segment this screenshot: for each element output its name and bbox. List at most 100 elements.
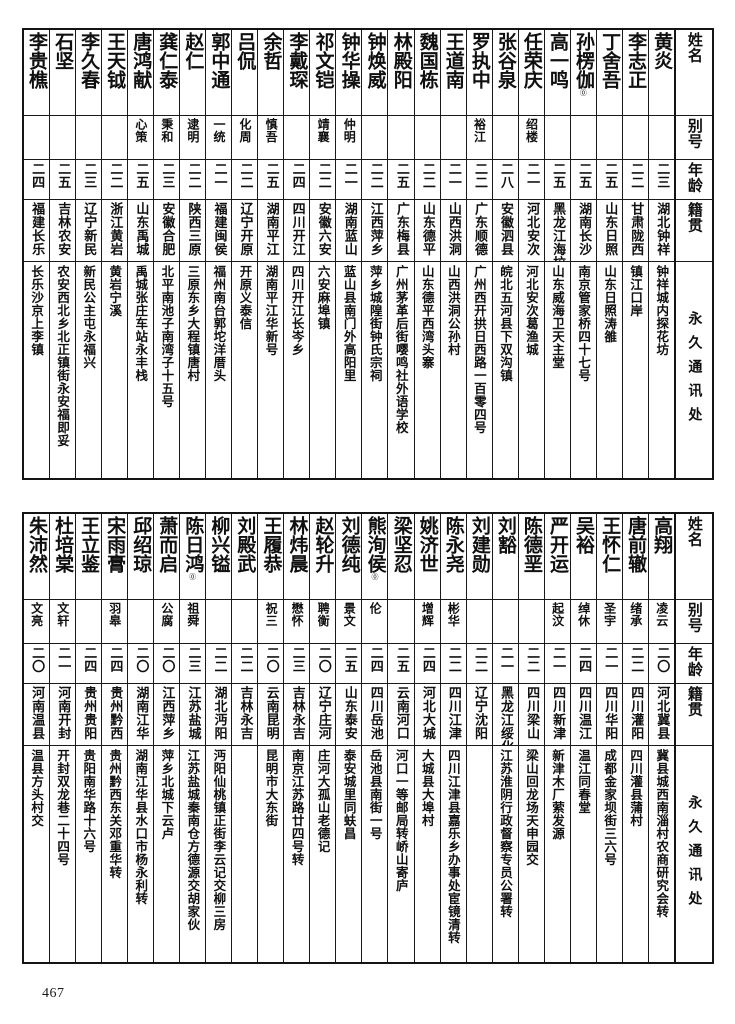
entry-age-text: 二八 <box>498 162 514 189</box>
entry-age-text: 二一 <box>341 162 357 189</box>
entry-address-text: 福州南台郭坨洋厝头 <box>211 265 227 382</box>
entry-origin-text: 安徽泗县 <box>498 202 514 256</box>
entry-address-text: 山东德平西湾头寨 <box>419 265 435 369</box>
entry-name-text: 刘德纯 <box>338 516 361 573</box>
entry-age-cell: 二五 <box>258 160 284 200</box>
entry-name-cell: 赵仁 <box>180 30 206 116</box>
entry-address-text: 贵阳南华路十六号 <box>81 749 97 853</box>
entry-age-cell: 二五 <box>336 644 362 684</box>
entry-address-cell: 长乐沙京上李镇 <box>24 262 49 478</box>
entry-address-cell: 梁山回龙场天申园交 <box>519 746 544 962</box>
entry-origin-text: 甘肃陇西 <box>628 202 644 256</box>
entry-origin-text: 福建长乐 <box>29 202 45 256</box>
entry-origin-cell: 安徽合肥 <box>154 200 180 262</box>
entry-address-text: 温县方头村交 <box>29 749 45 827</box>
roster-entry-column: 赵轮升 聘衡 二〇 辽宁庄河 庄河大孤山老德记 <box>309 514 336 962</box>
entry-address-cell: 开封双龙巷二十四号 <box>50 746 75 962</box>
entry-alias-cell <box>622 116 648 160</box>
entry-name-text: 王怀仁 <box>599 516 622 573</box>
row-label-origin: 籍贯 <box>676 684 712 746</box>
entry-name-text: 陈日鸿 <box>182 516 205 573</box>
row-label-column: 姓名 别号 年龄 籍贯 永久通讯处 <box>674 514 712 962</box>
row-label-text: 籍贯 <box>685 202 704 233</box>
entry-origin-text: 辽宁沈阳 <box>471 686 487 740</box>
entry-name-cell: 王天钺 <box>101 30 128 116</box>
entry-name-text: 黄炎 <box>651 32 674 70</box>
entry-origin-cell: 河南开封 <box>49 684 75 746</box>
row-label-text: 别号 <box>685 602 704 633</box>
entry-origin-text: 辽宁开原 <box>237 202 253 256</box>
entry-origin-text: 四川灌阳 <box>628 686 644 740</box>
entry-name-text: 李贵樵 <box>26 32 49 89</box>
entry-alias-text: 逮明 <box>185 118 200 143</box>
entry-age-text: 二〇 <box>29 646 45 673</box>
entry-name-cell: 熊洵侯 ⓪ <box>362 514 388 600</box>
entry-age-cell: 二四 <box>101 644 128 684</box>
entry-age-cell: 二二 <box>310 160 336 200</box>
entry-address-text: 新津木厂萦发源 <box>550 749 566 840</box>
entry-name-cell: 郭中通 <box>206 30 232 116</box>
row-label-origin: 籍贯 <box>676 200 712 262</box>
entry-origin-text: 湖南平江 <box>263 202 279 256</box>
entry-name-text: 邱绍琼 <box>130 516 153 573</box>
entry-origin-cell: 湖南平江 <box>258 200 284 262</box>
entry-age-text: 二一 <box>524 162 540 189</box>
entry-name-cell: 龚仁泰 <box>154 30 180 116</box>
entry-origin-cell: 河南温县 <box>23 684 49 746</box>
entry-alias-cell <box>518 600 544 644</box>
entry-age-text: 二五 <box>341 646 357 673</box>
entry-address-cell: 三原东乡大程镇唐村 <box>180 262 205 478</box>
entry-origin-cell: 安徽六安 <box>310 200 336 262</box>
row-label-name: 姓名 <box>676 514 712 600</box>
entry-address-cell <box>232 746 257 962</box>
entry-origin-cell: 贵州贵阳 <box>75 684 101 746</box>
roster-entry-column: 赵仁 逮明 二二 陕西三原 三原东乡大程镇唐村 <box>179 30 206 478</box>
entry-address-text: 皖北五河县下双沟镇 <box>497 265 513 382</box>
row-label-text: 姓名 <box>685 516 704 547</box>
row-label-address: 永久通讯处 <box>676 746 712 962</box>
entry-address-cell: 四川江津县嘉乐乡办事处宦镜清转 <box>441 746 466 962</box>
entry-name-text: 梁坚忍 <box>390 516 413 573</box>
entry-address-text: 北平南池子南湾子十五号 <box>159 265 175 408</box>
entry-origin-cell: 山西洪洞 <box>440 200 466 262</box>
roster-entry-column: 萧而启 公腐 二〇 江西萍乡 萍乡北城下云卢 <box>153 514 180 962</box>
entry-name-text: 刘建勋 <box>468 516 491 573</box>
entry-alias-text: 羽皋 <box>107 602 122 627</box>
entry-name-cell: 刘殿武 <box>232 514 258 600</box>
entry-address-text: 钟祥城内探花坊 <box>654 265 670 356</box>
entry-origin-text: 山东德平 <box>419 202 435 256</box>
row-label-column: 姓名 别号 年龄 籍贯 永久通讯处 <box>674 30 712 478</box>
entry-alias-cell: 一统 <box>206 116 232 160</box>
roster-entry-column: 梁坚忍 二五 云南河口 河口一等邮局转峤山寄庐 <box>387 514 414 962</box>
entry-name-text: 柳兴镒 <box>208 516 231 573</box>
entry-origin-cell: 辽宁沈阳 <box>466 684 492 746</box>
entry-age-text: 二四 <box>107 646 123 673</box>
row-label-text: 别号 <box>685 118 704 149</box>
entry-origin-cell: 四川灌阳 <box>622 684 648 746</box>
roster-entry-column: 林殿阳 二五 广东梅县 广州茅革后街嘤鸣社外语学校 <box>387 30 414 478</box>
entry-age-cell: 二一 <box>492 644 518 684</box>
entry-age-cell: 二二 <box>466 160 492 200</box>
entry-alias-cell <box>648 116 674 160</box>
entry-address-text: 江苏盐城秦南仓方德源交胡家伙 <box>185 749 201 931</box>
entry-address-cell: 成都金家坝街三六号 <box>597 746 622 962</box>
entry-origin-cell: 湖南蓝山 <box>336 200 362 262</box>
entry-address-cell: 湖南江华县水口市杨永利转 <box>128 746 153 962</box>
entry-name-text: 魏国栋 <box>416 32 439 89</box>
entry-origin-text: 河南开封 <box>55 686 71 740</box>
entry-origin-cell: 吉林农安 <box>49 200 75 262</box>
entry-alias-cell <box>492 116 518 160</box>
entry-name-text: 钟华操 <box>338 32 361 89</box>
entry-name-text: 杜培棠 <box>52 516 75 573</box>
entry-age-cell: 二二 <box>622 160 648 200</box>
entry-name-text: 唐鸿献 <box>130 32 153 89</box>
entry-alias-cell: 起汶 <box>544 600 570 644</box>
entry-origin-cell: 湖北沔阳 <box>206 684 232 746</box>
entry-origin-text: 黑龙江海拉尔 <box>550 202 566 262</box>
roster-entry-column: 钟焕威 二二 江西萍乡 萍乡城隍街钟氏宗祠 <box>361 30 388 478</box>
entry-origin-text: 贵州黔西 <box>107 686 123 740</box>
entry-origin-text: 吉林永吉 <box>289 686 305 740</box>
entry-age-cell: 二五 <box>49 160 75 200</box>
entry-name-cell: 王怀仁 <box>596 514 622 600</box>
